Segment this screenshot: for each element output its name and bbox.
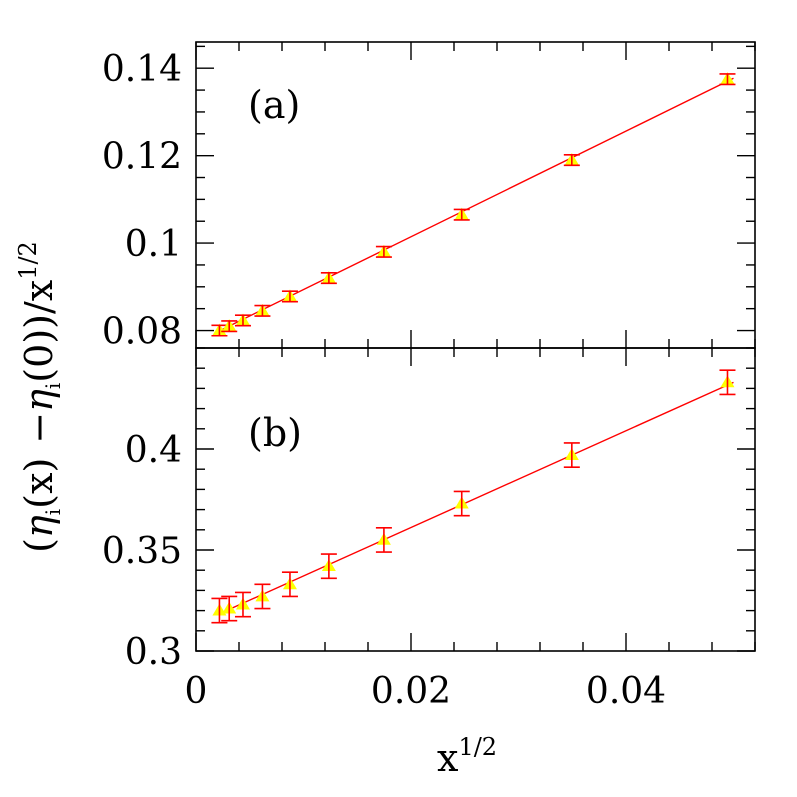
panel-b-label: (b) bbox=[248, 411, 302, 455]
y-axis-title-sup: 1/2 bbox=[14, 241, 42, 280]
panel-b-fit-line bbox=[217, 381, 734, 616]
panel-a: 0.08 0.1 0.12 0.14 (a) bbox=[102, 41, 756, 353]
y-axis-title: (ηi(x)−ηi(0))/x1/2 bbox=[14, 241, 65, 553]
x-axis-title-sup: 1/2 bbox=[458, 733, 497, 761]
y-axis-title-slash: /x bbox=[17, 280, 61, 314]
x-tick-label: 0 bbox=[185, 671, 208, 712]
y-axis-title-eta-2: η bbox=[17, 389, 61, 412]
panel-a-y-tick-label: 0.14 bbox=[102, 49, 182, 90]
y-axis-title-minus: − bbox=[17, 412, 61, 444]
y-axis-title-arg-0: (0)) bbox=[17, 314, 61, 383]
x-axis-title-base: x bbox=[437, 736, 458, 780]
x-tick-labels: 0 0.02 0.04 bbox=[185, 671, 667, 712]
panel-b-y-tick-label: 0.4 bbox=[125, 430, 182, 471]
y-axis-title-open: ( bbox=[17, 538, 61, 553]
panel-b-y-tick-label: 0.3 bbox=[125, 632, 182, 673]
x-tick-label: 0.04 bbox=[586, 671, 666, 712]
y-axis-title-arg-x: (x) bbox=[17, 458, 61, 509]
x-tick-label: 0.02 bbox=[371, 671, 451, 712]
panel-a-y-tick-label: 0.12 bbox=[102, 137, 182, 178]
panel-b-frame bbox=[195, 347, 756, 652]
panel-b-y-tick-label: 0.35 bbox=[102, 531, 182, 572]
x-axis-title: x1/2 bbox=[437, 733, 497, 780]
panel-a-fit-line bbox=[217, 77, 734, 333]
panel-a-y-tick-label: 0.08 bbox=[102, 312, 182, 353]
panel-b: 0.3 0.35 0.4 (b) bbox=[102, 347, 756, 673]
y-axis-title-sub-1: i bbox=[41, 509, 65, 515]
y-axis-title-eta: η bbox=[17, 515, 61, 538]
y-axis-title-sub-2: i bbox=[41, 383, 65, 389]
panel-a-label: (a) bbox=[248, 83, 300, 127]
panel-a-y-tick-label: 0.1 bbox=[125, 224, 182, 265]
